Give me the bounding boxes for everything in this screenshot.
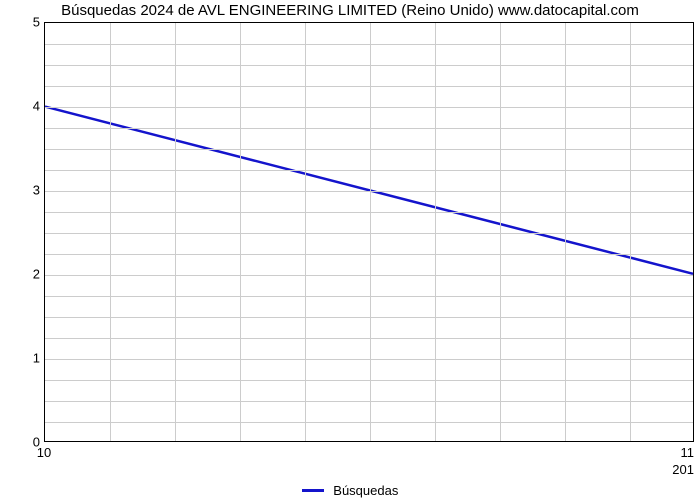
- chart-container: Búsquedas 2024 de AVL ENGINEERING LIMITE…: [0, 0, 700, 500]
- gridline-horizontal: [45, 254, 693, 255]
- chart-title: Búsquedas 2024 de AVL ENGINEERING LIMITE…: [0, 2, 700, 19]
- gridline-horizontal: [45, 86, 693, 87]
- gridline-horizontal: [45, 380, 693, 381]
- gridline-horizontal: [45, 44, 693, 45]
- y-tick-label: 4: [24, 99, 40, 114]
- legend: Búsquedas: [0, 482, 700, 498]
- y-tick-label: 1: [24, 351, 40, 366]
- gridline-horizontal: [45, 296, 693, 297]
- gridline-horizontal: [45, 422, 693, 423]
- legend-label: Búsquedas: [333, 483, 398, 498]
- y-tick-label: 5: [24, 15, 40, 30]
- gridline-horizontal: [45, 338, 693, 339]
- gridline-horizontal: [45, 275, 693, 276]
- gridline-horizontal: [45, 212, 693, 213]
- gridline-horizontal: [45, 233, 693, 234]
- gridline-horizontal: [45, 191, 693, 192]
- x-tick-label: 11: [681, 445, 695, 460]
- gridline-horizontal: [45, 359, 693, 360]
- y-tick-label: 3: [24, 183, 40, 198]
- legend-swatch: [302, 489, 324, 492]
- plot-area: [44, 22, 694, 442]
- gridline-horizontal: [45, 128, 693, 129]
- gridline-horizontal: [45, 149, 693, 150]
- gridline-horizontal: [45, 401, 693, 402]
- y-tick-label: 2: [24, 267, 40, 282]
- x-tick-label: 10: [37, 445, 51, 460]
- gridline-horizontal: [45, 107, 693, 108]
- gridline-horizontal: [45, 317, 693, 318]
- gridline-horizontal: [45, 170, 693, 171]
- gridline-horizontal: [45, 65, 693, 66]
- x-axis-sublabel-right: 201: [672, 462, 694, 477]
